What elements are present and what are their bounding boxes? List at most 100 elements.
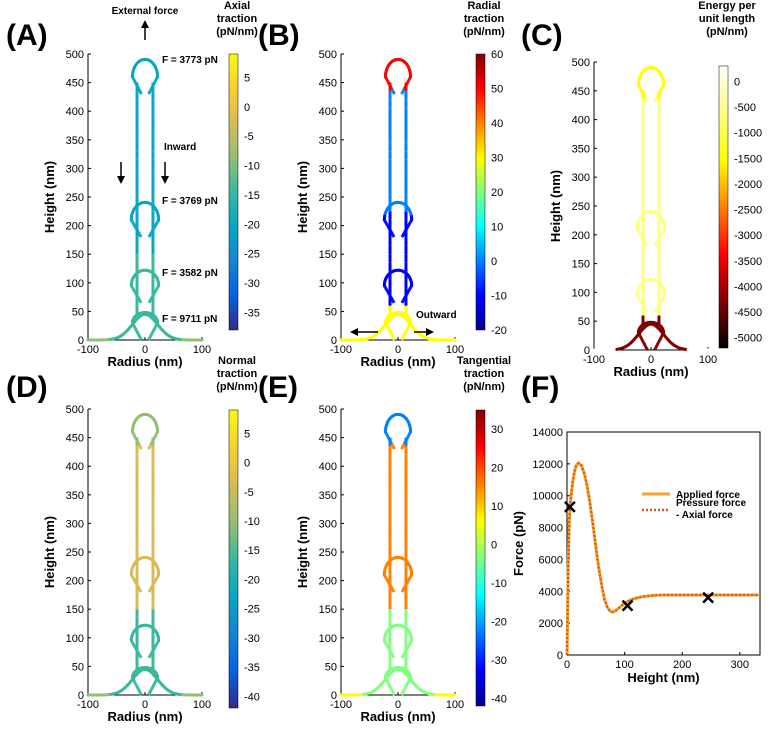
y-tick-label: 300: [319, 518, 337, 530]
y-axis-label: Height (nm): [548, 170, 563, 242]
membrane-segment: [403, 650, 408, 654]
membrane-segment: [407, 643, 412, 647]
colorbar-tick-label: -1000: [734, 128, 762, 140]
membrane-segment: [132, 325, 137, 329]
annotation-inward: Inward: [164, 142, 196, 153]
membrane-segment: [390, 334, 394, 338]
membrane-segment: [407, 323, 411, 327]
membrane-segment: [148, 335, 152, 339]
membrane-segment: [400, 446, 404, 450]
membrane-segment: [392, 91, 396, 95]
colorbar-gradient: [475, 409, 486, 707]
membrane-segment: [138, 300, 143, 304]
membrane-segment: [388, 330, 393, 334]
x-tick-label: 0: [142, 344, 148, 356]
membrane-segment: [389, 86, 394, 90]
membrane-segment: [133, 646, 138, 650]
x-axis-label: Radius (nm): [613, 364, 688, 379]
panel-f: 0 2000 4000 6000 8000 10000 12000 14000 0 100 200 3…: [511, 427, 761, 685]
membrane-segment: [390, 653, 395, 657]
membrane-segment: [386, 291, 391, 295]
x-axis-label: Radius (nm): [360, 354, 435, 369]
colorbar-tick-label: -5: [244, 487, 254, 499]
colorbar-tick-label: 50: [491, 84, 503, 96]
colorbar-tick-label: 5: [244, 72, 250, 84]
membrane-segment: [385, 432, 389, 437]
membrane-segment: [390, 88, 394, 92]
y-tick-label: 150: [66, 249, 84, 261]
membrane-segment: [391, 444, 395, 449]
y-tick-label: 350: [572, 143, 590, 155]
membrane-segment: [403, 295, 408, 299]
membrane-segment: [640, 236, 645, 241]
y-tick-label: 300: [66, 163, 84, 175]
colorbar-tick-label: -10: [491, 291, 507, 303]
y-tick-label: 250: [572, 201, 590, 213]
membrane-segment: [406, 79, 411, 83]
membrane-segment: [151, 329, 156, 333]
membrane-segment: [402, 296, 407, 301]
membrane-segment: [151, 293, 156, 297]
membrane-segment: [383, 286, 388, 290]
membrane-segment: [151, 438, 156, 442]
membrane-segment: [659, 233, 664, 237]
membrane-segment: [130, 574, 134, 578]
membrane-segment: [147, 91, 151, 95]
membrane-segment: [391, 589, 396, 593]
colorbar-tick-label: 5: [244, 428, 250, 440]
membrane-segment: [655, 342, 660, 346]
membrane-segment: [130, 220, 135, 225]
membrane-segment: [653, 99, 657, 104]
membrane-segment: [407, 222, 412, 226]
membrane-segment: [152, 226, 157, 230]
membrane-segment: [147, 692, 151, 696]
membrane-segment: [400, 692, 404, 696]
membrane-segment: [133, 291, 138, 295]
membrane-segment: [638, 333, 642, 337]
membrane-segment: [147, 234, 152, 238]
colorbar-tick-label: -4500: [734, 307, 762, 319]
colorbar-tick-label: -2000: [734, 179, 762, 191]
membrane-segment: [408, 641, 413, 645]
membrane-segment: [151, 684, 156, 688]
membrane-segment: [132, 680, 137, 684]
colorbar-tick-label: -3500: [734, 256, 762, 268]
membrane-segment: [131, 288, 136, 292]
membrane-segment: [660, 333, 664, 337]
membrane-segment: [407, 288, 412, 292]
colorbar-title: traction: [217, 13, 258, 25]
membrane-segment: [386, 581, 391, 585]
membrane-segment: [155, 641, 160, 645]
membrane-segment: [138, 444, 142, 449]
membrane-segment: [149, 334, 153, 338]
y-tick-label: 400: [319, 461, 337, 473]
membrane-segment: [391, 690, 395, 694]
membrane-segment: [155, 286, 160, 290]
membrane-segment: [658, 337, 663, 341]
membrane-segment: [149, 332, 154, 336]
membrane-segment: [655, 344, 659, 348]
colorbar-tick-label: -40: [244, 691, 260, 703]
colorbar-tick-label: 20: [491, 187, 503, 199]
y-tick-label: 2000: [539, 618, 563, 630]
membrane-segment: [383, 219, 387, 223]
membrane-segment: [136, 687, 141, 691]
membrane-segment: [388, 650, 393, 654]
membrane-segment: [402, 88, 406, 92]
y-tick-label: 250: [66, 192, 84, 204]
membrane-segment: [404, 438, 409, 442]
colorbar-title: traction: [217, 368, 258, 380]
membrane-segment: [134, 227, 139, 231]
y-axis-label: Height (nm): [295, 161, 310, 233]
membrane-segment: [654, 308, 659, 312]
membrane-segment: [132, 224, 137, 228]
membrane-segment: [132, 645, 137, 649]
colorbar: 5 0 -5 -10 -15 -20 -25 -30 -35 -40 Normaltraction(…: [216, 355, 260, 709]
colorbar: 5 0 -5 -10 -15 -20 -25 -30 -35 Axialtraction(pN/n…: [216, 0, 260, 331]
membrane-segment: [407, 77, 411, 82]
membrane-segment: [403, 685, 408, 689]
y-tick-label: 0: [331, 690, 337, 702]
membrane-segment: [388, 84, 393, 88]
membrane-segment: [153, 645, 158, 649]
colorbar-tick-label: 10: [491, 222, 503, 234]
